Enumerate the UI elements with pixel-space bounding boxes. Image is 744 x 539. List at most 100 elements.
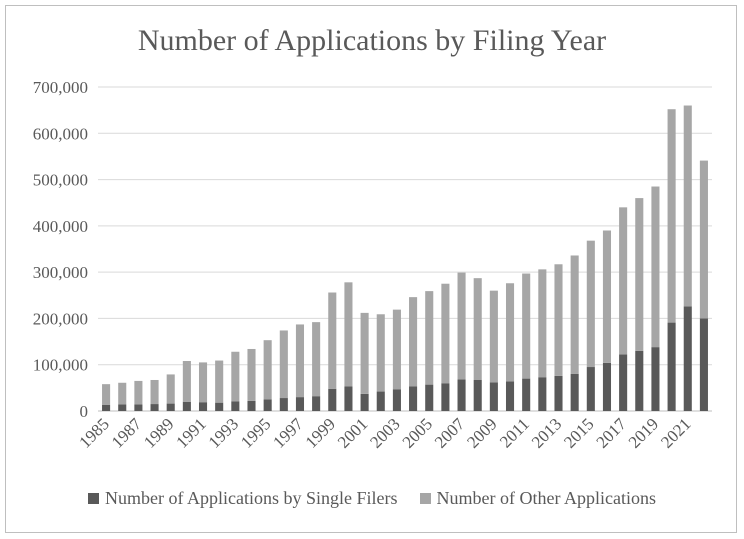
bar-other-applications (522, 273, 531, 379)
bar-single-filers (489, 382, 498, 411)
bar-other-applications (489, 290, 498, 383)
chart-frame (5, 5, 737, 533)
legend-label-other-applications: Number of Other Applications (436, 488, 656, 508)
bar-single-filers (231, 401, 240, 411)
bar-other-applications (134, 380, 143, 405)
bar-other-applications (667, 109, 676, 323)
bar-single-filers (344, 386, 353, 411)
bar-single-filers (376, 391, 385, 411)
x-tick-label: 2013 (528, 414, 565, 451)
bar-other-applications (279, 330, 288, 399)
x-tick-label: 2015 (560, 414, 597, 451)
bar-single-filers (102, 404, 111, 411)
bar-other-applications (699, 160, 708, 319)
bar-other-applications (247, 348, 256, 401)
legend-item-other-applications: Number of Other Applications (419, 488, 656, 509)
y-tick-label: 100,000 (33, 356, 88, 375)
x-tick-label: 2003 (366, 414, 403, 451)
x-tick-label: 2009 (463, 414, 500, 451)
y-tick-label: 300,000 (33, 263, 88, 282)
bar-single-filers (247, 400, 256, 411)
bar-other-applications (263, 340, 272, 400)
bar-single-filers (538, 377, 547, 411)
bar-single-filers (554, 375, 563, 411)
x-tick-label: 2019 (625, 414, 662, 451)
bar-single-filers (619, 354, 628, 411)
x-tick-label: 1999 (302, 414, 339, 451)
bar-single-filers (360, 393, 369, 411)
bar-other-applications (683, 105, 692, 307)
bar-single-filers (182, 401, 191, 411)
bar-single-filers (118, 404, 127, 411)
y-tick-label: 0 (80, 402, 89, 421)
bar-single-filers (328, 388, 337, 411)
x-tick-label: 2005 (399, 414, 436, 451)
legend-label-single-filers: Number of Applications by Single Filers (105, 488, 398, 508)
bar-other-applications (619, 207, 628, 355)
bar-other-applications (182, 361, 191, 402)
bar-single-filers (425, 384, 434, 411)
legend-swatch-single-filers (88, 493, 100, 504)
bar-single-filers (683, 306, 692, 411)
bar-other-applications (231, 351, 240, 402)
bar-other-applications (392, 309, 401, 390)
x-tick-label: 1991 (172, 414, 209, 451)
bar-other-applications (215, 360, 224, 403)
bar-other-applications (635, 198, 644, 351)
bar-other-applications (344, 282, 353, 387)
bar-other-applications (328, 292, 337, 389)
x-tick-label: 2001 (334, 414, 371, 451)
chart-title: Number of Applications by Filing Year (137, 24, 607, 57)
y-tick-label: 700,000 (33, 78, 88, 97)
x-tick-label: 1993 (205, 414, 242, 451)
x-tick-label: 1987 (108, 414, 146, 452)
bar-other-applications (102, 384, 111, 405)
bar-single-filers (473, 379, 482, 411)
bar-single-filers (198, 402, 208, 411)
bar-single-filers (457, 379, 466, 411)
bar-other-applications (473, 278, 482, 380)
bar-single-filers (392, 389, 401, 411)
bar-other-applications (457, 272, 466, 380)
bar-other-applications (312, 322, 321, 397)
x-tick-label: 1997 (269, 414, 307, 452)
x-tick-label: 1995 (237, 414, 274, 451)
bar-single-filers (667, 322, 676, 411)
chart-legend: Number of Applications by Single Filers … (0, 488, 744, 509)
bar-single-filers (409, 386, 418, 411)
bar-single-filers (215, 402, 224, 411)
bar-single-filers (602, 362, 612, 411)
bar-other-applications (425, 291, 434, 385)
bar-other-applications (570, 255, 579, 374)
y-tick-label: 200,000 (33, 309, 88, 328)
bar-other-applications (409, 297, 418, 387)
bar-single-filers (263, 399, 272, 411)
bar-other-applications (118, 382, 127, 405)
bar-other-applications (651, 186, 660, 348)
x-tick-label: 1989 (140, 414, 177, 451)
x-tick-label: 2021 (657, 414, 694, 451)
x-tick-label: 2007 (431, 414, 469, 452)
bar-single-filers (570, 373, 579, 411)
x-tick-label: 2017 (592, 414, 630, 452)
bar-single-filers (586, 367, 595, 411)
bar-single-filers (150, 404, 159, 411)
bar-other-applications (376, 314, 385, 392)
bar-other-applications (360, 312, 369, 394)
bar-other-applications (198, 362, 208, 403)
bar-other-applications (538, 269, 547, 378)
bar-single-filers (699, 318, 708, 411)
legend-swatch-other-applications (419, 493, 431, 504)
y-tick-label: 500,000 (33, 171, 88, 190)
bar-single-filers (505, 381, 515, 411)
bar-single-filers (651, 347, 660, 411)
bar-other-applications (586, 240, 595, 368)
x-tick-label: 2011 (496, 414, 533, 451)
bar-single-filers (522, 378, 531, 411)
bar-single-filers (312, 396, 321, 411)
y-tick-label: 400,000 (33, 217, 88, 236)
bar-other-applications (602, 230, 612, 363)
bar-single-filers (635, 350, 644, 411)
bar-single-filers (441, 383, 450, 411)
